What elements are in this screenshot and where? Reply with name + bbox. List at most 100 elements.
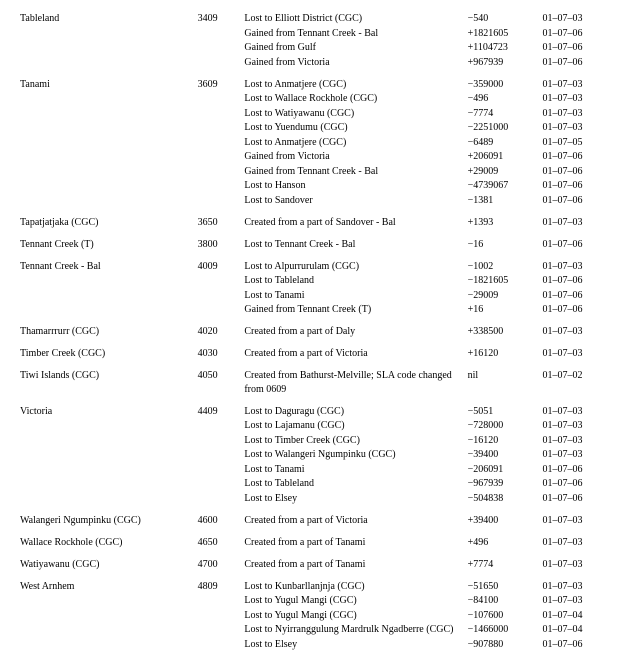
region-name xyxy=(18,303,196,318)
change-value: +967939 xyxy=(466,55,541,70)
table-row: Lost to Yugul Mangi (CGC)−10760001–07–04 xyxy=(18,608,608,623)
region-code: 4650 xyxy=(196,528,243,550)
change-value: −84100 xyxy=(466,594,541,609)
change-description: Lost to Tanami xyxy=(242,462,465,477)
boundary-changes-table: Tableland3409Lost to Elliott District (C… xyxy=(18,12,608,652)
table-row: Watiyawanu (CGC)4700Created from a part … xyxy=(18,550,608,572)
change-value: −2251000 xyxy=(466,121,541,136)
change-description: Created from Bathurst-Melville; SLA code… xyxy=(242,361,465,397)
change-date: 01–07–03 xyxy=(540,208,608,230)
change-value: +16 xyxy=(466,303,541,318)
change-date: 01–07–03 xyxy=(540,433,608,448)
table-row: Lost to Elsey−90788001–07–06 xyxy=(18,637,608,652)
change-description: Lost to Alpurrurulam (CGC) xyxy=(242,252,465,274)
change-value: −1002 xyxy=(466,252,541,274)
region-code xyxy=(196,419,243,434)
change-date: 01–07–06 xyxy=(540,179,608,194)
table-row: Walangeri Ngumpinku (CGC)4600Created fro… xyxy=(18,506,608,528)
change-date: 01–07–03 xyxy=(540,528,608,550)
change-value: −1821605 xyxy=(466,274,541,289)
region-name: Tiwi Islands (CGC) xyxy=(18,361,196,397)
table-row: Lost to Watiyawanu (CGC)−777401–07–03 xyxy=(18,106,608,121)
table-row: Lost to Nyirranggulung Mardrulk Ngadberr… xyxy=(18,623,608,638)
change-description: Lost to Hanson xyxy=(242,179,465,194)
table-row: Timber Creek (CGC)4030Created from a par… xyxy=(18,339,608,361)
change-value: −4739067 xyxy=(466,179,541,194)
table-row: Gained from Tennant Creek - Bal+2900901–… xyxy=(18,164,608,179)
region-name: Wallace Rockhole (CGC) xyxy=(18,528,196,550)
region-code xyxy=(196,26,243,41)
region-name xyxy=(18,106,196,121)
change-description: Created from a part of Victoria xyxy=(242,339,465,361)
change-date: 01–07–03 xyxy=(540,70,608,92)
change-description: Lost to Kunbarllanjnja (CGC) xyxy=(242,572,465,594)
region-code xyxy=(196,274,243,289)
table-row: Lost to Timber Creek (CGC)−1612001–07–03 xyxy=(18,433,608,448)
change-date: 01–07–05 xyxy=(540,135,608,150)
region-name xyxy=(18,448,196,463)
change-date: 01–07–04 xyxy=(540,623,608,638)
change-date: 01–07–03 xyxy=(540,92,608,107)
change-description: Gained from Gulf xyxy=(242,41,465,56)
table-row: Tapatjatjaka (CGC)3650Created from a par… xyxy=(18,208,608,230)
change-value: −1381 xyxy=(466,193,541,208)
table-row: Lost to Tableland−182160501–07–06 xyxy=(18,274,608,289)
table-row: Lost to Yugul Mangi (CGC)−8410001–07–03 xyxy=(18,594,608,609)
region-code: 3800 xyxy=(196,230,243,252)
table-row: Tennant Creek (T)3800Lost to Tennant Cre… xyxy=(18,230,608,252)
region-name xyxy=(18,26,196,41)
table-row: Gained from Victoria+20609101–07–06 xyxy=(18,150,608,165)
change-date: 01–07–06 xyxy=(540,26,608,41)
change-value: −16 xyxy=(466,230,541,252)
table-row: Gained from Tennant Creek (T)+1601–07–06 xyxy=(18,303,608,318)
change-description: Gained from Tennant Creek (T) xyxy=(242,303,465,318)
change-date: 01–07–03 xyxy=(540,121,608,136)
region-name: Thamarrrurr (CGC) xyxy=(18,317,196,339)
change-description: Lost to Yugul Mangi (CGC) xyxy=(242,594,465,609)
change-value: −206091 xyxy=(466,462,541,477)
change-description: Lost to Lajamanu (CGC) xyxy=(242,419,465,434)
change-description: Lost to Tableland xyxy=(242,274,465,289)
change-description: Lost to Yugul Mangi (CGC) xyxy=(242,608,465,623)
region-code: 3409 xyxy=(196,12,243,26)
region-name: Tableland xyxy=(18,12,196,26)
change-value: +7774 xyxy=(466,550,541,572)
change-date: 01–07–03 xyxy=(540,397,608,419)
change-date: 01–07–03 xyxy=(540,12,608,26)
table-row: Lost to Tableland−96793901–07–06 xyxy=(18,477,608,492)
region-code: 4809 xyxy=(196,572,243,594)
change-description: Lost to Timber Creek (CGC) xyxy=(242,433,465,448)
table-row: Tiwi Islands (CGC)4050Created from Bathu… xyxy=(18,361,608,397)
change-date: 01–07–06 xyxy=(540,164,608,179)
change-description: Gained from Tennant Creek - Bal xyxy=(242,26,465,41)
region-name xyxy=(18,477,196,492)
change-description: Lost to Walangeri Ngumpinku (CGC) xyxy=(242,448,465,463)
region-code xyxy=(196,164,243,179)
region-code xyxy=(196,179,243,194)
region-code xyxy=(196,106,243,121)
region-name xyxy=(18,288,196,303)
table-row: West Arnhem4809Lost to Kunbarllanjnja (C… xyxy=(18,572,608,594)
region-code: 4409 xyxy=(196,397,243,419)
change-value: −504838 xyxy=(466,491,541,506)
region-name: Victoria xyxy=(18,397,196,419)
change-value: nil xyxy=(466,361,541,397)
table-row: Tennant Creek - Bal4009Lost to Alpurruru… xyxy=(18,252,608,274)
region-name xyxy=(18,193,196,208)
region-name xyxy=(18,594,196,609)
change-description: Lost to Yuendumu (CGC) xyxy=(242,121,465,136)
change-description: Created from a part of Sandover - Bal xyxy=(242,208,465,230)
change-value: +39400 xyxy=(466,506,541,528)
change-date: 01–07–03 xyxy=(540,572,608,594)
change-description: Lost to Tennant Creek - Bal xyxy=(242,230,465,252)
change-value: +16120 xyxy=(466,339,541,361)
change-date: 01–07–03 xyxy=(540,550,608,572)
change-description: Lost to Elliott District (CGC) xyxy=(242,12,465,26)
change-description: Lost to Elsey xyxy=(242,491,465,506)
change-description: Lost to Watiyawanu (CGC) xyxy=(242,106,465,121)
table-row: Thamarrrurr (CGC)4020Created from a part… xyxy=(18,317,608,339)
change-description: Lost to Anmatjere (CGC) xyxy=(242,70,465,92)
region-name xyxy=(18,419,196,434)
region-name xyxy=(18,121,196,136)
region-code xyxy=(196,193,243,208)
